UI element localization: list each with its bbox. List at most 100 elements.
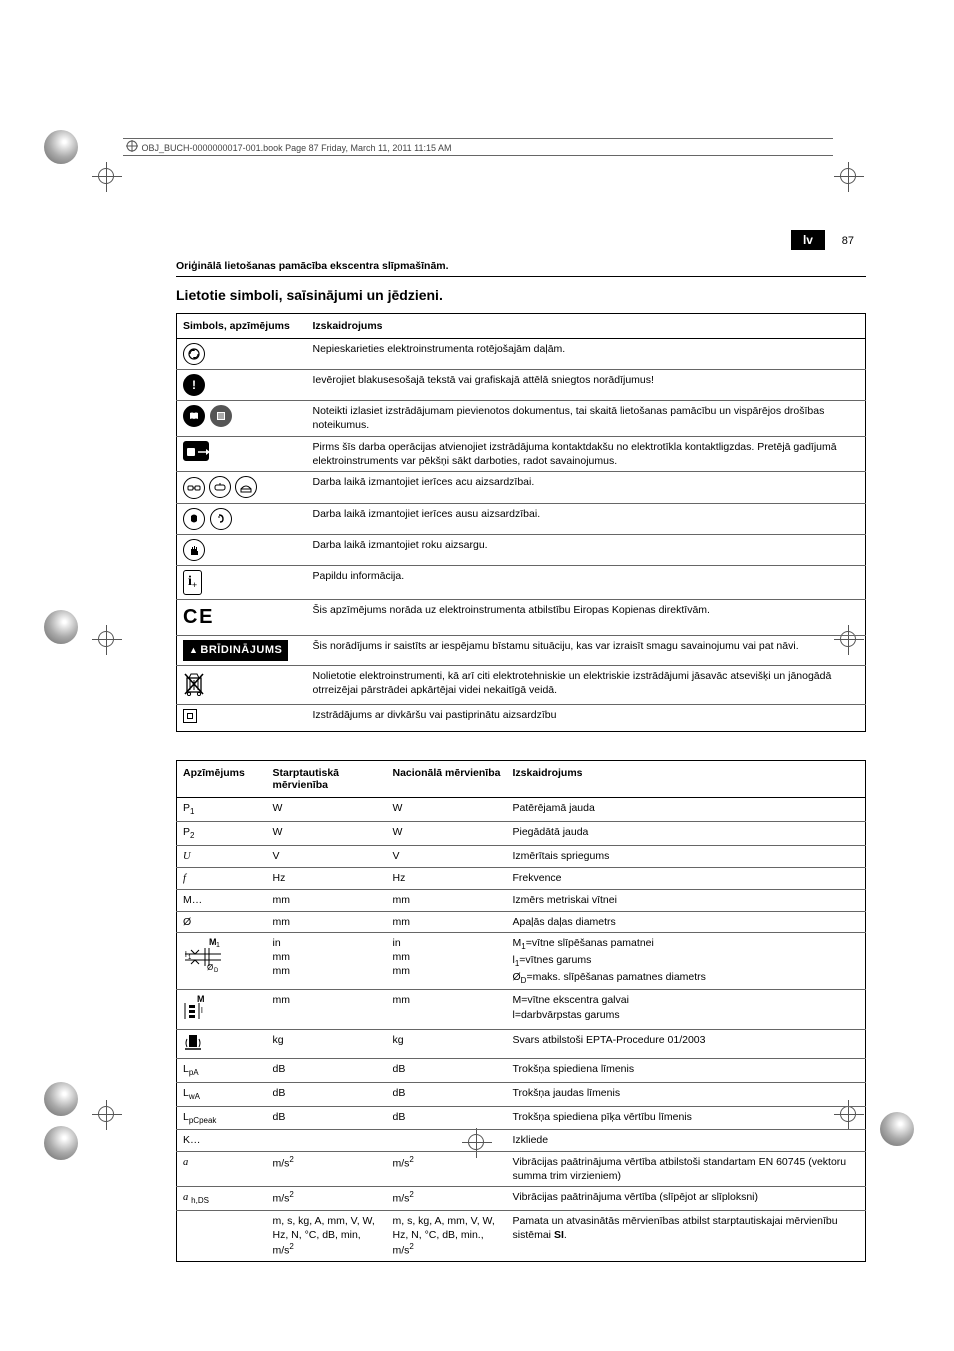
t1-header-symbol: Simbols, apzīmējums — [177, 314, 307, 339]
t1-desc: Darba laikā izmantojiet ierīces ausu aiz… — [307, 503, 866, 534]
ear-protection-icon — [177, 503, 307, 534]
t2-nat-unit: kg — [387, 1029, 507, 1058]
t2-nat-unit: W — [387, 822, 507, 846]
t1-desc: Papildu informācija. — [307, 566, 866, 600]
t2-symbol — [177, 1210, 267, 1261]
t2-desc: Piegādātā jauda — [507, 822, 866, 846]
reg-mark-tl — [92, 162, 122, 192]
t2-desc: Frekvence — [507, 868, 866, 890]
t2-nat-unit: dB — [387, 1106, 507, 1130]
reg-ball-tl — [44, 130, 78, 164]
t2-desc: Trokšņa spiediena pīķa vērtību līmenis — [507, 1106, 866, 1130]
t2-intl-unit: V — [267, 846, 387, 868]
t1-row: Nolietotie elektroinstrumenti, kā arī ci… — [177, 665, 866, 704]
reg-mark-tr — [834, 162, 864, 192]
t2-desc: M=vītne ekscentra galvail=darbvārpstas g… — [507, 990, 866, 1029]
t2-intl-unit: mm — [267, 990, 387, 1029]
t2-nat-unit: m/s2 — [387, 1151, 507, 1186]
t2-intl-unit: kg — [267, 1029, 387, 1058]
t2-desc: Patērējamā jauda — [507, 798, 866, 822]
t2-desc: Vibrācijas paātrinājuma vērtība (slīpējo… — [507, 1186, 866, 1210]
t2-desc: Trokšņa jaudas līmenis — [507, 1082, 866, 1106]
unplug-icon — [177, 436, 307, 471]
svg-text:1: 1 — [216, 942, 220, 949]
t1-desc: Šis apzīmējums norāda uz elektroinstrume… — [307, 600, 866, 636]
svg-text:D: D — [214, 968, 219, 972]
t2-intl-unit: inmmmm — [267, 932, 387, 990]
t1-desc: Nolietotie elektroinstrumenti, kā arī ci… — [307, 665, 866, 704]
t2-intl-unit — [267, 1130, 387, 1151]
t1-row: Pirms šīs darba operācijas atvienojiet i… — [177, 436, 866, 471]
t1-desc: Noteikti izlasiet izstrādājumam pievieno… — [307, 401, 866, 436]
t2-nat-unit: m/s2 — [387, 1186, 507, 1210]
svg-text:Ø: Ø — [207, 963, 213, 972]
t2-intl-unit: W — [267, 798, 387, 822]
double-insulation-icon — [177, 705, 307, 732]
t2-desc: Izmērs metriskai vītnei — [507, 890, 866, 911]
t2-symbol: M… — [177, 890, 267, 911]
t2-symbol: LwA — [177, 1082, 267, 1106]
info-icon: i+ — [177, 566, 307, 600]
t2-row: LwAdBdBTrokšņa jaudas līmenis — [177, 1082, 866, 1106]
t2-symbol: M1l1ØD — [177, 932, 267, 990]
t2-row: P2WWPiegādātā jauda — [177, 822, 866, 846]
t2-row: kgkgSvars atbilstoši EPTA-Procedure 01/2… — [177, 1029, 866, 1058]
svg-text:M: M — [197, 994, 205, 1004]
t2-row: m, s, kg, A, mm, V, W, Hz, N, °C, dB, mi… — [177, 1210, 866, 1261]
t1-desc: Izstrādājums ar divkāršu vai pastiprināt… — [307, 705, 866, 732]
t2-header-sym: Apzīmējums — [177, 761, 267, 798]
t2-symbol: a h,DS — [177, 1186, 267, 1210]
page-indicator: lv 87 — [791, 230, 854, 250]
t1-row: ! Ievērojiet blakusesošajā tekstā vai gr… — [177, 370, 866, 401]
t2-desc: M1=vītne slīpēšanas pamatneil1=vītnes ga… — [507, 932, 866, 990]
weee-icon — [177, 665, 307, 704]
t2-nat-unit: mm — [387, 990, 507, 1029]
t2-intl-unit: W — [267, 822, 387, 846]
t2-nat-unit: inmmmm — [387, 932, 507, 990]
t2-row: LpCpeakdBdBTrokšņa spiediena pīķa vērtīb… — [177, 1106, 866, 1130]
svg-text:l: l — [201, 1006, 203, 1015]
t2-desc: Svars atbilstoši EPTA-Procedure 01/2003 — [507, 1029, 866, 1058]
t2-symbol: Ml — [177, 990, 267, 1029]
t1-row: Darba laikā izmantojiet roku aizsargu. — [177, 535, 866, 566]
t2-nat-unit: dB — [387, 1082, 507, 1106]
t1-desc: Ievērojiet blakusesošajā tekstā vai graf… — [307, 370, 866, 401]
t2-nat-unit: m, s, kg, A, mm, V, W, Hz, N, °C, dB, mi… — [387, 1210, 507, 1261]
reg-ball-br — [880, 1112, 914, 1146]
t2-symbol: LpA — [177, 1058, 267, 1082]
t1-row: Darba laikā izmantojiet ierīces acu aizs… — [177, 471, 866, 503]
t2-nat-unit: dB — [387, 1058, 507, 1082]
reg-ball-bl1 — [44, 1082, 78, 1116]
t2-nat-unit: W — [387, 798, 507, 822]
ce-mark-icon: C E — [177, 600, 307, 636]
page-number: 87 — [842, 235, 854, 247]
t2-intl-unit: dB — [267, 1058, 387, 1082]
t2-desc: Izkliede — [507, 1130, 866, 1151]
t2-header-desc: Izskaidrojums — [507, 761, 866, 798]
t2-header-nat: Nacionālā mērvienība — [387, 761, 507, 798]
t1-desc: Darba laikā izmantojiet roku aizsargu. — [307, 535, 866, 566]
reg-mark-ml — [92, 625, 122, 655]
t1-row: C E Šis apzīmējums norāda uz elektroinst… — [177, 600, 866, 636]
symbols-table: Simbols, apzīmējums Izskaidrojums Nepies… — [176, 313, 866, 732]
t1-row: Darba laikā izmantojiet ierīces ausu aiz… — [177, 503, 866, 534]
t2-header-intl: Starptautiskā mērvienība — [267, 761, 387, 798]
t2-row: am/s2m/s2Vibrācijas paātrinājuma vērtība… — [177, 1151, 866, 1186]
t2-row: M1l1ØDinmmmminmmmmM1=vītne slīpēšanas pa… — [177, 932, 866, 990]
t2-row: UVVIzmērītais spriegums — [177, 846, 866, 868]
t2-row: MlmmmmM=vītne ekscentra galvail=darbvārp… — [177, 990, 866, 1029]
t2-desc: Vibrācijas paātrinājuma vērtība atbilsto… — [507, 1151, 866, 1186]
t1-desc: Šis norādījums ir saistīts ar iespējamu … — [307, 636, 866, 666]
t2-intl-unit: mm — [267, 911, 387, 932]
section-heading: Lietotie simboli, saīsinājumi un jēdzien… — [176, 287, 866, 303]
t2-nat-unit: Hz — [387, 868, 507, 890]
t2-row: M…mmmmIzmērs metriskai vītnei — [177, 890, 866, 911]
t2-symbol: P1 — [177, 798, 267, 822]
t2-intl-unit: m, s, kg, A, mm, V, W, Hz, N, °C, dB, mi… — [267, 1210, 387, 1261]
t2-intl-unit: dB — [267, 1106, 387, 1130]
document-subtitle: Oriģinālā lietošanas pamācība ekscentra … — [176, 260, 866, 277]
t1-row: i+ Papildu informācija. — [177, 566, 866, 600]
t1-row: BRĪDINĀJUMS Šis norādījums ir saistīts a… — [177, 636, 866, 666]
reg-mark-bl — [92, 1100, 122, 1130]
t2-desc: Izmērītais spriegums — [507, 846, 866, 868]
